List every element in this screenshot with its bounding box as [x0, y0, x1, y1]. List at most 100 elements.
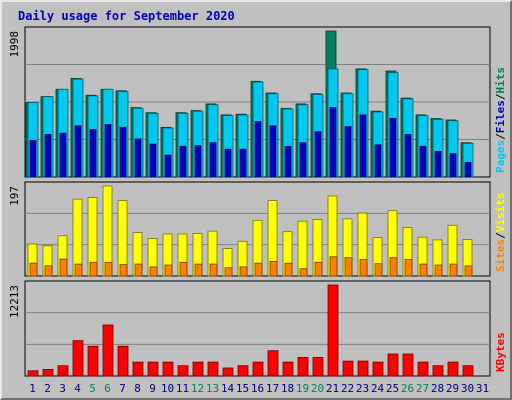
bar-pages-day-10 [164, 154, 172, 178]
bar-pages-day-19 [299, 142, 307, 178]
bar-sites-day-20 [314, 261, 323, 277]
bar-pages-day-25 [389, 118, 397, 178]
bar-sites-day-4 [74, 263, 83, 277]
day-label-24: 24 [371, 382, 385, 395]
bar-kbytes-day-23 [357, 360, 369, 377]
bar-sites-day-27 [419, 263, 428, 277]
bar-pages-day-11 [179, 145, 187, 178]
day-label-14: 14 [221, 382, 235, 395]
bar-sites-day-24 [374, 263, 383, 277]
bar-sites-day-9 [149, 266, 158, 277]
day-label-11: 11 [176, 382, 189, 395]
legend-entry: / [494, 93, 507, 100]
bar-kbytes-day-29 [447, 361, 459, 377]
legend: KBytes [494, 332, 507, 372]
y-max-label: 12213 [8, 285, 21, 318]
bar-sites-day-26 [404, 259, 413, 277]
bar-sites-day-13 [209, 263, 218, 277]
y-max-label: 197 [8, 186, 21, 206]
day-label-31: 31 [476, 382, 489, 395]
bar-kbytes-day-17 [267, 350, 279, 377]
bar-sites-day-1 [29, 262, 38, 277]
bar-pages-day-12 [194, 145, 202, 178]
bar-sites-day-3 [59, 258, 68, 277]
y-max-label: 1998 [8, 31, 21, 58]
legend-entry: KBytes [494, 332, 507, 372]
bar-pages-day-1 [29, 140, 37, 178]
day-label-28: 28 [431, 382, 444, 395]
bar-pages-day-7 [119, 126, 127, 178]
day-label-26: 26 [401, 382, 414, 395]
legend-entry: Visits [494, 193, 507, 233]
x-axis-labels: 1 2 3 4 5 6 7 8 9 10 11 12 13 14 15 16 17 18 19 20 21 22 23 24 2… [29, 382, 489, 395]
bar-sites-day-12 [194, 263, 203, 277]
bar-kbytes-day-28 [432, 365, 444, 377]
legend: Pages/Files/Hits [494, 67, 507, 173]
bar-sites-day-19 [299, 268, 308, 277]
bar-kbytes-day-22 [342, 360, 354, 377]
panel-kbytes: 12213 KBytes [8, 280, 507, 377]
panel-hits-files-pages: 1998 Pages/Files/Hits [8, 26, 507, 178]
panels-layer: 1998Pages/Files/Hits197Sites/Visits12213… [8, 26, 507, 377]
bar-sites-day-17 [269, 260, 278, 277]
bar-kbytes-day-1 [27, 370, 39, 377]
bar-visits-day-19 [297, 220, 308, 277]
bar-sites-day-21 [329, 256, 338, 277]
bar-sites-day-25 [389, 257, 398, 277]
bar-kbytes-day-15 [237, 365, 249, 377]
bar-pages-day-18 [284, 145, 292, 178]
bar-kbytes-day-12 [192, 361, 204, 377]
day-label-3: 3 [59, 382, 66, 395]
bar-sites-day-23 [359, 259, 368, 277]
bar-pages-day-6 [104, 124, 112, 178]
bar-kbytes-day-4 [72, 340, 84, 377]
day-label-4: 4 [74, 382, 81, 395]
bar-kbytes-day-10 [162, 361, 174, 377]
bar-pages-day-26 [404, 134, 412, 178]
bar-sites-day-28 [434, 264, 443, 277]
bar-kbytes-day-3 [57, 365, 69, 377]
bar-kbytes-day-5 [87, 345, 99, 377]
bar-pages-day-20 [314, 131, 322, 178]
bar-pages-day-8 [134, 138, 142, 178]
legend-entry: Hits [494, 67, 507, 94]
bar-pages-day-16 [254, 121, 262, 178]
bar-pages-day-5 [89, 129, 97, 178]
bar-kbytes-day-16 [252, 361, 264, 377]
bar-kbytes-day-19 [297, 356, 309, 377]
day-label-15: 15 [236, 382, 249, 395]
day-label-19: 19 [296, 382, 309, 395]
bar-sites-day-6 [104, 261, 113, 277]
bar-sites-day-5 [89, 261, 98, 277]
legend-entry: Sites [494, 239, 507, 272]
day-label-25: 25 [386, 382, 399, 395]
bar-sites-day-2 [44, 265, 53, 277]
bar-kbytes-day-11 [177, 365, 189, 377]
day-label-17: 17 [266, 382, 279, 395]
bar-pages-day-29 [449, 153, 457, 178]
bar-pages-day-17 [269, 125, 277, 178]
bar-kbytes-day-18 [282, 361, 294, 377]
bar-sites-day-11 [179, 261, 188, 277]
day-label-10: 10 [161, 382, 174, 395]
bar-pages-day-15 [239, 148, 247, 178]
bar-kbytes-day-24 [372, 361, 384, 377]
day-label-5: 5 [89, 382, 96, 395]
legend: Sites/Visits [494, 193, 507, 273]
day-label-2: 2 [44, 382, 51, 395]
bar-kbytes-day-2 [42, 368, 54, 377]
bar-pages-day-3 [59, 132, 67, 178]
bar-kbytes-day-30 [462, 365, 474, 377]
chart-title: Daily usage for September 2020 [18, 9, 235, 23]
bar-pages-day-9 [149, 143, 157, 178]
bar-sites-day-16 [254, 262, 263, 277]
day-label-22: 22 [341, 382, 354, 395]
bar-kbytes-day-25 [387, 353, 399, 377]
panel-visits-sites: 197 Sites/Visits [8, 181, 507, 277]
bar-pages-day-14 [224, 148, 232, 178]
bar-sites-day-8 [134, 263, 143, 277]
bar-pages-day-27 [419, 145, 427, 178]
bar-kbytes-day-9 [147, 361, 159, 377]
day-label-29: 29 [446, 382, 459, 395]
day-label-12: 12 [191, 382, 204, 395]
